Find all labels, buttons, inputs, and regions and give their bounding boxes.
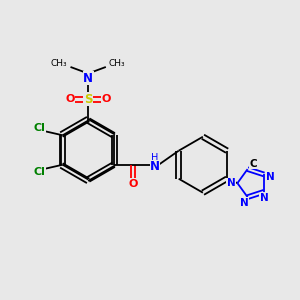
Text: CH₃: CH₃ — [51, 59, 68, 68]
Text: S: S — [84, 93, 92, 106]
Text: N: N — [83, 72, 93, 85]
Text: N: N — [226, 178, 235, 188]
Text: O: O — [65, 94, 75, 104]
Text: N: N — [260, 193, 268, 203]
Text: N: N — [266, 172, 275, 182]
Text: N: N — [150, 160, 160, 173]
Text: O: O — [128, 179, 137, 189]
Text: H: H — [152, 153, 159, 163]
Text: N: N — [240, 198, 248, 208]
Text: Cl: Cl — [33, 123, 45, 133]
Text: CH₃: CH₃ — [109, 59, 125, 68]
Text: C: C — [250, 159, 257, 169]
Text: O: O — [102, 94, 111, 104]
Text: Cl: Cl — [33, 167, 45, 177]
